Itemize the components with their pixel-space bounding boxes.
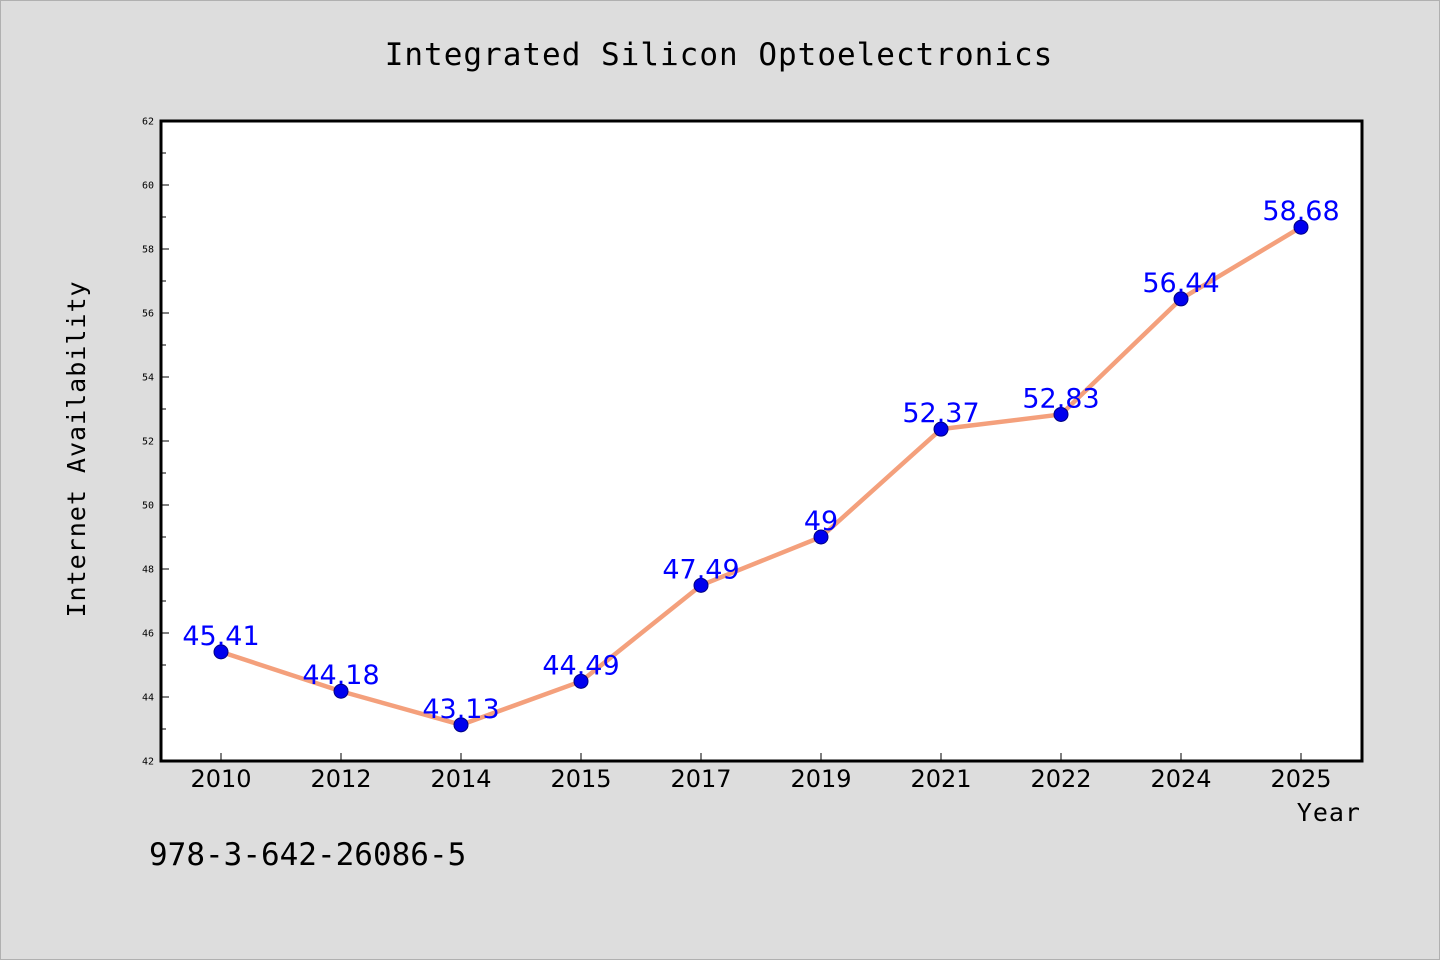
- x-tick-label: 2024: [1150, 765, 1211, 793]
- x-tick-label: 2012: [310, 765, 371, 793]
- data-point-marker: [1173, 291, 1189, 307]
- series-line: [218, 224, 1304, 728]
- x-tick-label: 2021: [910, 765, 971, 793]
- y-tick-label: 56: [142, 309, 154, 320]
- data-labels: 45.41 44.18 43.13 44.49 47.49 49 52.37 52.83 56.…: [182, 196, 1339, 725]
- x-tick-label: 2017: [670, 765, 731, 793]
- x-tick-label: 2019: [790, 765, 851, 793]
- data-point-marker: [693, 577, 709, 593]
- x-tick-label: 2015: [550, 765, 611, 793]
- plot-area: [159, 119, 1364, 763]
- data-point-label: 52.83: [1022, 383, 1099, 414]
- x-tick-label: 2025: [1270, 765, 1331, 793]
- data-point-marker: [213, 644, 229, 660]
- isbn-annotation: 978-3-642-26086-5: [149, 837, 466, 873]
- data-point-marker: [933, 421, 949, 437]
- data-point-label: 52.37: [902, 398, 979, 429]
- y-tick-label: 52: [142, 437, 154, 448]
- y-tick-label: 62: [142, 117, 154, 128]
- y-axis: 42 44 46 48 50 52 54 56 58 60 62: [142, 117, 169, 768]
- data-point-label: 43.13: [422, 694, 499, 725]
- x-tick-label: 2010: [190, 765, 251, 793]
- y-tick-label: 42: [142, 757, 154, 768]
- y-tick-label: 48: [142, 565, 154, 576]
- series-line-group: [218, 224, 1304, 728]
- chart-title: Integrated Silicon Optoelectronics: [385, 37, 1054, 73]
- data-point-marker: [1293, 219, 1309, 235]
- data-point-label: 47.49: [662, 554, 739, 585]
- data-point-label: 45.41: [182, 621, 259, 652]
- y-tick-label: 54: [142, 373, 154, 384]
- data-markers: [213, 219, 1309, 733]
- y-tick-label: 50: [142, 501, 154, 512]
- data-point-marker: [813, 529, 829, 545]
- x-tick-label: 2022: [1030, 765, 1091, 793]
- x-tick-label: 2014: [430, 765, 491, 793]
- y-tick-label: 44: [142, 693, 154, 704]
- data-point-label: 44.18: [302, 660, 379, 691]
- data-point-label: 56.44: [1142, 268, 1219, 299]
- data-point-label: 49: [804, 506, 838, 537]
- data-point-marker: [333, 683, 349, 699]
- data-point-label: 44.49: [542, 650, 619, 681]
- data-point-marker: [453, 717, 469, 733]
- data-point-label: 58.68: [1262, 196, 1339, 227]
- x-axis: 2010 2012 2014 2015 2017 2019 2021 2022 2024 2025: [190, 753, 1332, 793]
- data-point-marker: [573, 673, 589, 689]
- y-tick-label: 60: [142, 181, 154, 192]
- y-axis-label: Internet Availability: [62, 280, 91, 617]
- x-axis-label: Year: [1297, 798, 1361, 827]
- y-tick-label: 46: [142, 629, 154, 640]
- data-point-marker: [1053, 406, 1069, 422]
- y-tick-label: 58: [142, 245, 154, 256]
